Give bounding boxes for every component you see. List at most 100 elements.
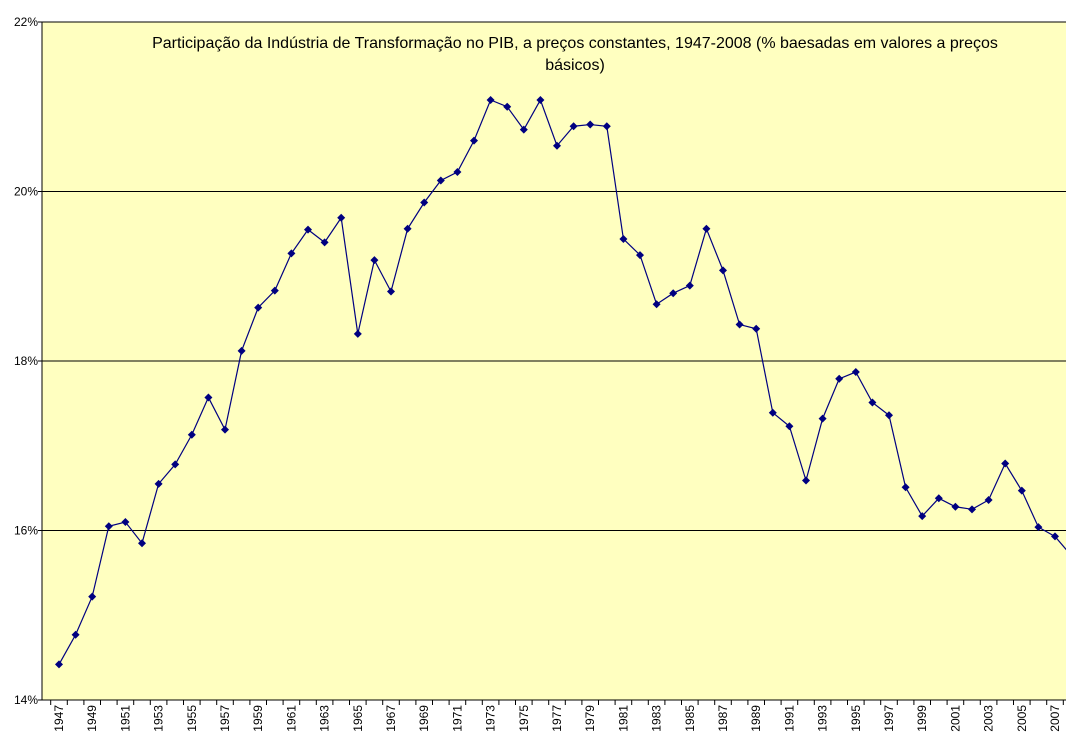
data-point — [154, 479, 163, 488]
data-point — [337, 213, 346, 222]
y-tick-label: 18% — [14, 354, 38, 368]
data-point — [934, 494, 943, 503]
data-point — [121, 518, 130, 527]
x-tick-label: 2003 — [982, 705, 996, 732]
data-point — [586, 120, 595, 129]
x-tick-label: 1989 — [749, 705, 763, 732]
x-tick-label: 1965 — [351, 705, 365, 732]
x-tick-label: 1957 — [218, 705, 232, 732]
data-point — [652, 300, 661, 309]
data-line — [58, 98, 1066, 665]
x-tick-label: 1995 — [849, 705, 863, 732]
x-tick-label: 1969 — [417, 705, 431, 732]
data-point — [569, 122, 578, 131]
data-point — [619, 234, 628, 243]
x-tick-label: 1959 — [251, 705, 265, 732]
data-point — [702, 224, 711, 233]
y-tick-label: 22% — [14, 15, 38, 29]
x-tick-label: 1983 — [650, 705, 664, 732]
x-tick-label: 1987 — [716, 705, 730, 732]
data-point — [370, 256, 379, 265]
data-point — [818, 414, 827, 423]
data-point — [1034, 523, 1043, 532]
data-point — [403, 224, 412, 233]
x-tick-label: 2005 — [1015, 705, 1029, 732]
x-tick-label: 1955 — [185, 705, 199, 732]
data-point — [88, 592, 97, 601]
data-point — [868, 398, 877, 407]
data-point — [835, 374, 844, 383]
data-point — [951, 502, 960, 511]
data-point — [1001, 459, 1010, 468]
data-point — [785, 422, 794, 431]
data-point — [984, 495, 993, 504]
data-point — [918, 512, 927, 521]
data-point — [1051, 532, 1059, 541]
y-tick-label: 20% — [14, 185, 38, 199]
series — [55, 95, 1066, 669]
x-tick-label: 1975 — [517, 705, 531, 732]
data-point — [270, 286, 279, 295]
x-tick-label: 1967 — [384, 705, 398, 732]
x-tick-label: 1963 — [318, 705, 332, 732]
x-tick-label: 1997 — [882, 705, 896, 732]
data-point — [304, 225, 312, 234]
x-tick-label: 1971 — [450, 705, 464, 732]
data-point — [187, 430, 196, 439]
data-point — [55, 660, 63, 669]
y-tick-label: 16% — [14, 524, 38, 538]
data-point — [420, 198, 429, 207]
data-point — [171, 460, 180, 469]
x-tick-label: 1981 — [616, 705, 630, 732]
x-tick-label: 2007 — [1048, 705, 1062, 732]
data-point — [387, 287, 395, 296]
data-point — [453, 168, 462, 177]
data-point — [885, 411, 893, 420]
x-tick-label: 1993 — [816, 705, 830, 732]
data-point — [602, 122, 611, 131]
data-point — [71, 630, 80, 639]
data-point — [1017, 486, 1026, 495]
data-point — [851, 368, 860, 377]
data-point — [968, 505, 976, 514]
data-point — [768, 408, 777, 417]
data-point — [104, 522, 113, 531]
x-tick-label: 1991 — [782, 705, 796, 732]
x-tick-label: 1973 — [484, 705, 498, 732]
data-point — [553, 141, 561, 150]
x-tick-label: 1953 — [152, 705, 166, 732]
data-point — [735, 320, 744, 329]
x-tick-label: 1979 — [583, 705, 597, 732]
x-tick-label: 1951 — [118, 705, 132, 732]
data-point — [486, 95, 495, 104]
data-point — [138, 539, 146, 548]
data-point — [287, 249, 296, 258]
data-point — [636, 251, 644, 260]
chart-title: Participação da Indústria de Transformaç… — [152, 35, 998, 74]
data-point — [204, 393, 213, 402]
data-point — [685, 281, 694, 290]
data-point — [353, 329, 362, 338]
data-point — [436, 176, 445, 185]
data-point — [752, 324, 761, 333]
data-point — [320, 238, 329, 247]
data-point — [719, 266, 727, 275]
x-tick-label: 2001 — [948, 705, 962, 732]
x-tick-label: 1949 — [85, 705, 99, 732]
x-tick-label: 1961 — [284, 705, 298, 732]
data-point — [221, 425, 229, 434]
x-tick-label: 1977 — [550, 705, 564, 732]
x-tick-label: 1999 — [915, 705, 929, 732]
data-point — [503, 102, 512, 111]
data-point — [519, 125, 528, 134]
data-point — [669, 289, 678, 298]
x-tick-label: 1947 — [52, 705, 66, 732]
data-point — [254, 303, 263, 312]
x-tick-label: 1985 — [683, 705, 697, 732]
data-point — [470, 136, 478, 145]
data-point — [536, 95, 545, 104]
data-point — [237, 346, 246, 355]
y-tick-label: 14% — [14, 693, 38, 707]
